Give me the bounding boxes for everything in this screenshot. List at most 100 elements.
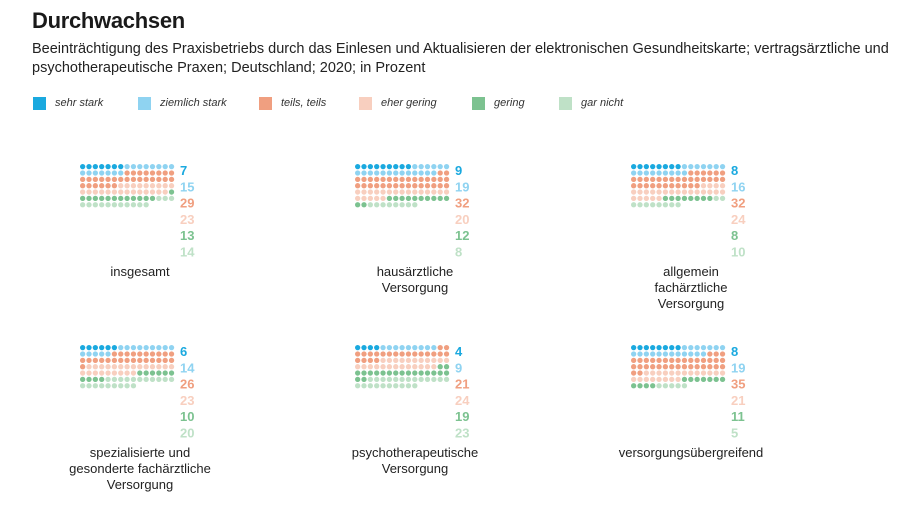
waffle-dot bbox=[662, 351, 669, 357]
waffle-dot bbox=[669, 183, 675, 189]
waffle-dot bbox=[367, 202, 373, 208]
waffle-dot bbox=[656, 376, 662, 383]
waffle-dot bbox=[105, 370, 111, 376]
waffle-dot bbox=[713, 370, 719, 376]
waffle-dot bbox=[650, 195, 656, 202]
waffle-dot bbox=[675, 376, 681, 383]
waffle-dot bbox=[355, 170, 361, 176]
waffle-dot bbox=[424, 195, 431, 202]
waffle-dot bbox=[631, 170, 637, 176]
waffle-dot bbox=[168, 345, 175, 351]
waffle-dot bbox=[405, 183, 412, 189]
waffle-dot bbox=[643, 189, 649, 195]
waffle-dot bbox=[405, 202, 412, 208]
waffle-dot bbox=[399, 170, 405, 176]
waffle-dot bbox=[162, 357, 168, 363]
waffle-dot bbox=[168, 357, 175, 363]
waffle-dot bbox=[105, 364, 111, 370]
waffle-dot bbox=[405, 376, 412, 383]
waffle-dot bbox=[367, 370, 373, 376]
value-label: 11 bbox=[731, 409, 745, 424]
waffle-series-0 bbox=[80, 164, 124, 170]
waffle-dot bbox=[393, 195, 399, 202]
waffle-dot bbox=[700, 364, 707, 370]
waffle-dot bbox=[130, 364, 137, 370]
waffle-dot bbox=[707, 176, 713, 182]
waffle-dot bbox=[418, 376, 424, 383]
waffle-dot bbox=[99, 383, 105, 389]
waffle-dot bbox=[380, 164, 386, 170]
value-label: 10 bbox=[731, 245, 745, 260]
waffle-dot bbox=[431, 376, 437, 383]
waffle-dot bbox=[162, 164, 168, 170]
waffle-dot bbox=[137, 164, 143, 170]
waffle-dot bbox=[156, 170, 162, 176]
waffle-dot bbox=[380, 345, 386, 351]
waffle-dot bbox=[130, 345, 137, 351]
waffle-dot bbox=[681, 357, 688, 363]
waffle-dot bbox=[361, 376, 367, 383]
waffle-dot bbox=[707, 376, 713, 383]
waffle-dot bbox=[694, 195, 700, 202]
waffle-dot bbox=[399, 189, 405, 195]
waffle-dot bbox=[688, 170, 694, 176]
waffle-dot bbox=[380, 195, 386, 202]
waffle-dot bbox=[631, 189, 637, 195]
waffle-dot bbox=[437, 176, 443, 182]
waffle-dot bbox=[700, 351, 707, 357]
waffle-dot bbox=[143, 164, 149, 170]
chart-title: Durchwachsen bbox=[32, 8, 185, 33]
waffle-dot bbox=[367, 383, 373, 389]
value-label: 20 bbox=[455, 212, 469, 227]
waffle-dot bbox=[431, 176, 437, 182]
waffle-series-4 bbox=[355, 364, 450, 383]
waffle-dot bbox=[162, 370, 168, 376]
waffle-series-1 bbox=[80, 164, 175, 176]
waffle-dot bbox=[355, 364, 361, 370]
waffle-dot bbox=[143, 364, 149, 370]
waffle-dot bbox=[643, 176, 649, 182]
waffle-dot bbox=[424, 189, 431, 195]
waffle-dot bbox=[681, 364, 688, 370]
waffle-dot bbox=[149, 189, 156, 195]
waffle-dot bbox=[80, 345, 86, 351]
waffle-dot bbox=[105, 195, 111, 202]
waffle-dot bbox=[99, 170, 105, 176]
panel-label-spezialisierte-versorgung: spezialisierte und gesonderte fachärztli… bbox=[69, 445, 211, 492]
waffle-dot bbox=[156, 195, 162, 202]
waffle-dot bbox=[650, 376, 656, 383]
waffle-dot bbox=[669, 345, 675, 351]
waffle-dot bbox=[374, 183, 380, 189]
waffle-dot bbox=[669, 170, 675, 176]
waffle-dot bbox=[707, 345, 713, 351]
waffle-dot bbox=[386, 195, 393, 202]
waffle-dot bbox=[637, 383, 643, 389]
legend-swatch-ziemlich-stark bbox=[138, 97, 151, 110]
waffle-dot bbox=[143, 357, 149, 363]
waffle-dot bbox=[105, 202, 111, 208]
waffle-dot bbox=[412, 176, 418, 182]
waffle-dot bbox=[361, 202, 367, 208]
waffle-dot bbox=[662, 364, 669, 370]
waffle-dot bbox=[149, 183, 156, 189]
waffle-dot bbox=[80, 370, 86, 376]
waffle-dot bbox=[374, 364, 380, 370]
waffle-dot bbox=[399, 376, 405, 383]
waffle-dot bbox=[124, 176, 130, 182]
waffle-dot bbox=[355, 351, 361, 357]
waffle-dot bbox=[143, 345, 149, 351]
panel-versorgungsuebergreifend: 8 19 35 21 11 5 versorgungsübergreifend bbox=[619, 344, 871, 515]
waffle-dot bbox=[424, 176, 431, 182]
waffle-dot bbox=[681, 345, 688, 351]
waffle-dot bbox=[355, 202, 361, 208]
waffle-dot bbox=[92, 170, 98, 176]
value-label: 19 bbox=[455, 179, 469, 194]
waffle-dot bbox=[137, 183, 143, 189]
waffle-dot bbox=[688, 364, 694, 370]
waffle-dot bbox=[156, 364, 162, 370]
waffle-dot bbox=[675, 202, 681, 208]
waffle-dot bbox=[713, 195, 719, 202]
waffle-dot bbox=[418, 345, 424, 351]
value-label: 26 bbox=[180, 377, 194, 392]
waffle-dot bbox=[99, 345, 105, 351]
